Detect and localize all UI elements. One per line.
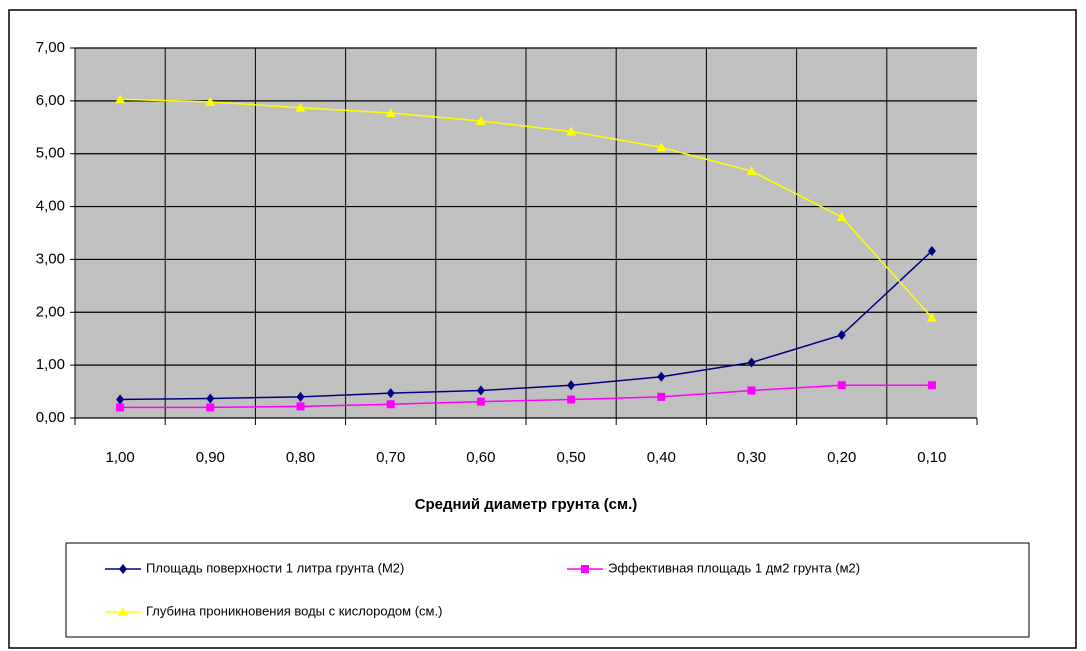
y-tick-label: 4,00 [36, 198, 65, 215]
x-tick-label: 0,70 [376, 449, 405, 466]
marker [566, 126, 577, 136]
marker [296, 391, 305, 402]
marker [581, 565, 589, 573]
marker [656, 142, 667, 152]
marker [657, 371, 666, 382]
x-tick-label: 1,00 [105, 449, 134, 466]
x-tick-label: 0,90 [196, 449, 225, 466]
marker [747, 357, 756, 368]
series-line [120, 250, 933, 401]
marker [746, 166, 757, 176]
x-tick-label: 0,20 [827, 449, 856, 466]
marker [747, 386, 756, 395]
y-tick-label: 1,00 [36, 356, 65, 373]
marker [116, 403, 125, 412]
marker [926, 312, 937, 322]
marker [837, 330, 846, 341]
marker [295, 102, 306, 112]
x-tick-label: 0,10 [917, 449, 946, 466]
marker [567, 395, 576, 404]
marker [206, 393, 215, 404]
marker [476, 397, 485, 406]
marker [837, 381, 846, 390]
marker [116, 394, 125, 405]
y-tick-label: 7,00 [36, 39, 65, 56]
legend-box [65, 542, 1030, 638]
marker [475, 115, 486, 125]
marker [836, 212, 847, 222]
marker [206, 403, 215, 412]
y-tick-label: 3,00 [36, 250, 65, 267]
marker [115, 94, 126, 104]
marker [385, 108, 396, 118]
x-tick-label: 0,30 [737, 449, 766, 466]
marker [927, 381, 936, 390]
x-tick-label: 0,50 [556, 449, 585, 466]
y-tick-label: 5,00 [36, 145, 65, 162]
y-tick-label: 2,00 [36, 303, 65, 320]
marker [118, 607, 128, 616]
legend-label: Эффективная площадь 1 дм2 грунта (м2) [608, 560, 860, 575]
y-tick-label: 6,00 [36, 92, 65, 109]
marker [296, 402, 305, 411]
x-tick-label: 0,40 [647, 449, 676, 466]
x-tick-label: 0,60 [466, 449, 495, 466]
marker [657, 392, 666, 401]
marker [119, 564, 127, 574]
marker [205, 96, 216, 106]
legend-label: Площадь поверхности 1 литра грунта (М2) [146, 560, 404, 575]
marker [386, 388, 395, 399]
marker [476, 385, 485, 396]
legend-label: Глубина проникновения воды с кислородом … [146, 603, 442, 618]
x-axis-title: Средний диаметр грунта (см.) [415, 496, 638, 513]
series-line [120, 98, 933, 319]
marker [386, 400, 395, 409]
y-tick-label: 0,00 [36, 409, 65, 426]
x-tick-label: 0,80 [286, 449, 315, 466]
marker [927, 245, 936, 256]
series-line [120, 384, 932, 409]
marker [567, 380, 576, 391]
